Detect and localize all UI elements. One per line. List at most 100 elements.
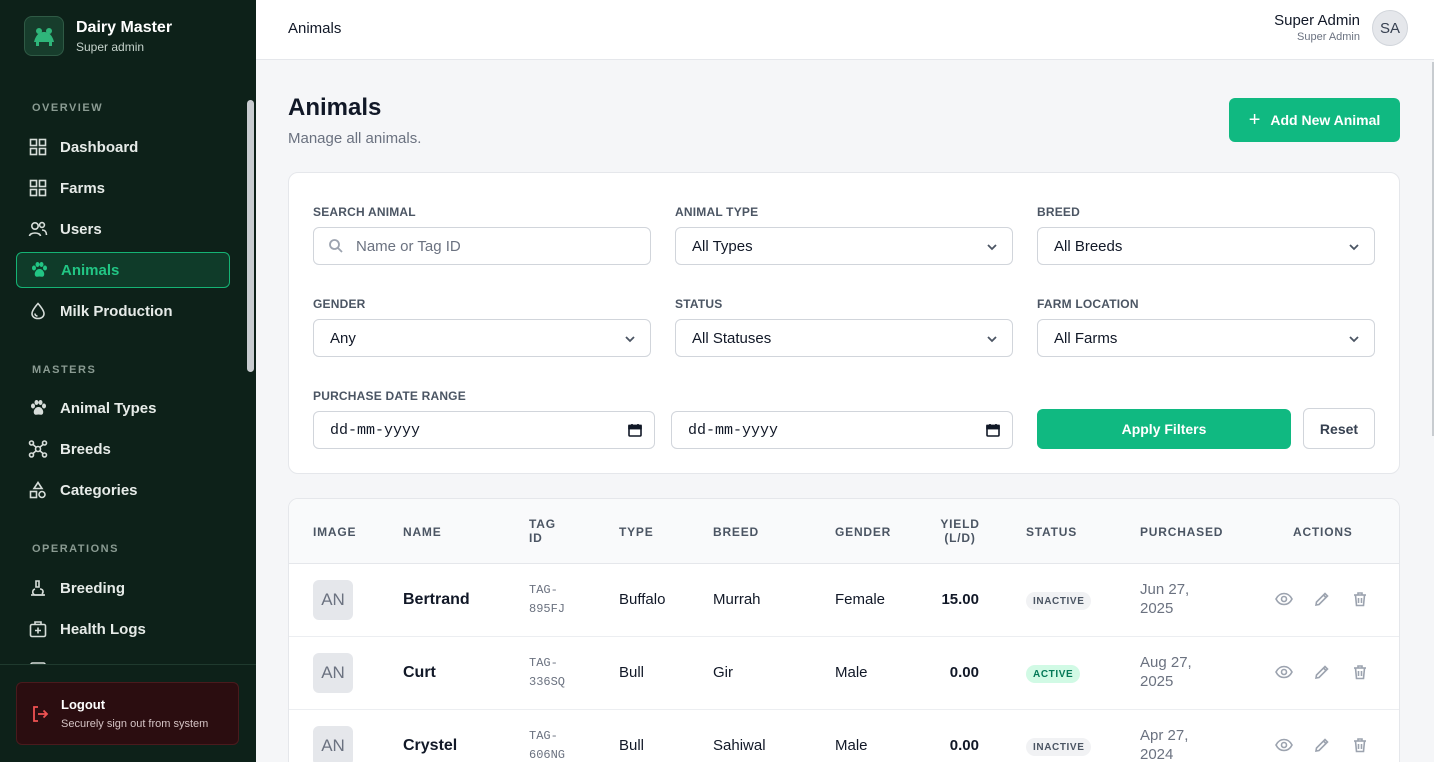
delete-icon[interactable] [1351,736,1369,754]
animal-gender: Male [835,664,868,681]
tag-code: 606NG [529,748,566,762]
column-header-purchased[interactable]: PURCHASED [1140,525,1224,539]
sidebar: Dairy Master Super admin OVERVIEW Dashbo… [0,0,256,762]
main-scrollbar[interactable] [1432,62,1434,436]
table-header: IMAGE NAME TAG ID TYPE BREED GENDER YIEL… [289,499,1399,564]
delete-icon[interactable] [1351,663,1369,681]
animal-type-value: All Types [692,237,753,255]
animal-breed: Murrah [713,591,761,608]
divider [0,664,256,665]
microscope-icon [28,578,48,598]
animal-name: Curt [403,664,436,681]
tag-code: 336SQ [529,675,566,689]
user-menu[interactable]: Super Admin Super Admin [1274,12,1360,43]
animal-image-placeholder: AN [313,580,353,620]
purchase-date-to-input[interactable]: dd-mm-yyyy [671,411,1013,449]
breed-select[interactable]: All Breeds [1037,227,1375,265]
animal-image-placeholder: AN [313,726,353,762]
sidebar-item-label: Farms [60,179,106,197]
edit-icon[interactable] [1313,590,1331,608]
sidebar-item-breeding[interactable]: Breeding [16,570,230,606]
animal-yield: 0.00 [949,737,979,754]
gender-label: GENDER [313,297,366,311]
sidebar-item-health-logs[interactable]: Health Logs [16,611,230,647]
reset-button[interactable]: Reset [1303,408,1375,449]
shapes-icon [28,480,48,500]
breed-value: All Breeds [1054,237,1123,255]
animal-name: Bertrand [403,591,470,608]
column-header-type[interactable]: TYPE [619,525,654,539]
apply-filters-button[interactable]: Apply Filters [1037,409,1291,449]
table-row: AN Curt TAG- 336SQ Bull Gir Male 0.00 AC… [289,637,1399,710]
column-header-breed[interactable]: BREED [713,525,760,539]
animal-purchased-date: Jun 27, 2025 [1140,580,1220,618]
animal-tag-id: TAG- 895FJ [529,581,579,619]
sidebar-item-animal-types[interactable]: Animal Types [16,390,230,426]
sidebar-scrollbar[interactable] [247,100,254,372]
column-header-tag-line: TAG [529,517,556,531]
column-header-tag-id[interactable]: TAG ID [529,517,556,545]
column-header-gender[interactable]: GENDER [835,525,892,539]
sidebar-item-animals[interactable]: Animals [16,252,230,288]
purchased-month-day: Jun 27, [1140,581,1190,598]
column-header-id-line: ID [529,531,543,545]
status-select[interactable]: All Statuses [675,319,1013,357]
sidebar-item-label: Animals [61,261,120,279]
animal-breed: Sahiwal [713,737,766,754]
edit-icon[interactable] [1313,663,1331,681]
edit-icon[interactable] [1313,736,1331,754]
add-new-animal-button[interactable]: + Add New Animal [1229,98,1400,142]
medkit-icon [28,619,48,639]
status-badge: INACTIVE [1026,592,1092,610]
status-badge: ACTIVE [1026,665,1081,683]
animal-purchased-date: Aug 27, 2025 [1140,653,1220,691]
sidebar-item-users[interactable]: Users [16,211,230,247]
topbar-title: Animals [288,20,342,37]
animal-type: Bull [619,737,645,754]
view-icon[interactable] [1275,590,1293,608]
animal-type: Bull [619,664,645,681]
tag-code: 895FJ [529,602,566,616]
logout-button[interactable]: Logout Securely sign out from system [16,682,239,745]
purchased-month-day: Aug 27, [1140,654,1192,671]
search-input[interactable]: Name or Tag ID [313,227,651,265]
animal-tag-id: TAG- 336SQ [529,654,579,692]
calendar-icon[interactable] [628,423,642,437]
sidebar-item-label: Animal Types [60,399,157,417]
logout-icon [31,705,49,723]
section-label-operations: OPERATIONS [32,543,119,555]
calendar-icon[interactable] [986,423,1000,437]
page-title: Animals [288,94,382,121]
column-header-name[interactable]: NAME [403,525,442,539]
avatar[interactable]: SA [1372,10,1408,46]
grid-icon [28,137,48,157]
view-icon[interactable] [1275,663,1293,681]
column-header-yield[interactable]: YIELD (L/D) [937,517,983,545]
sidebar-item-more[interactable] [16,652,230,664]
tag-prefix: TAG- [529,583,558,597]
brand-title: Dairy Master [76,18,173,36]
users-icon [28,219,48,239]
brand[interactable]: Dairy Master Super admin [24,16,172,56]
delete-icon[interactable] [1351,590,1369,608]
brand-subtitle: Super admin [76,39,145,54]
sidebar-item-categories[interactable]: Categories [16,472,230,508]
animal-yield: 0.00 [949,664,979,681]
chevron-down-icon [986,332,998,344]
table-row: AN Bertrand TAG- 895FJ Buffalo Murrah Fe… [289,564,1399,637]
gender-select[interactable]: Any [313,319,651,357]
chevron-down-icon [1348,240,1360,252]
column-header-status[interactable]: STATUS [1026,525,1078,539]
add-new-animal-label: Add New Animal [1270,112,1381,128]
purchase-date-from-input[interactable]: dd-mm-yyyy [313,411,655,449]
logout-title: Logout [61,697,106,712]
view-icon[interactable] [1275,736,1293,754]
sidebar-item-breeds[interactable]: Breeds [16,431,230,467]
farm-location-select[interactable]: All Farms [1037,319,1375,357]
sidebar-item-farms[interactable]: Farms [16,170,230,206]
sidebar-item-dashboard[interactable]: Dashboard [16,129,230,165]
grid-icon [28,178,48,198]
sidebar-item-milk-production[interactable]: Milk Production [16,293,230,329]
chevron-down-icon [624,332,636,344]
animal-type-select[interactable]: All Types [675,227,1013,265]
